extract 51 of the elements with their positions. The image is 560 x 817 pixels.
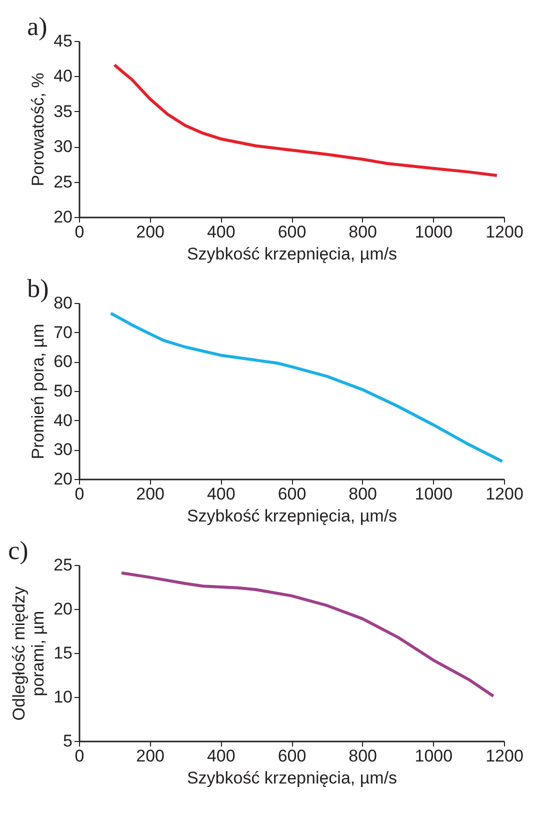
x-tick-label: 400 [206, 222, 236, 242]
x-tick-label: 0 [74, 222, 84, 242]
y-axis-title: Promień pora, µm [28, 324, 48, 460]
x-tick-label: 0 [74, 746, 84, 766]
x-tick-label: 600 [278, 484, 306, 504]
x-tick-label: 800 [348, 222, 378, 242]
y-tick-label: 5 [63, 732, 72, 750]
x-tick-label: 600 [278, 222, 306, 242]
y-tick-label: 50 [54, 382, 72, 400]
x-tick-label: 200 [136, 746, 165, 766]
line-series [109, 312, 504, 463]
x-tick-label: 1200 [486, 746, 524, 766]
y-tick-label: 35 [54, 102, 72, 121]
x-tick-label: 800 [348, 746, 378, 766]
y-tick-label: 70 [54, 322, 72, 342]
x-tick-label: 400 [206, 746, 236, 766]
y-tick-label: 40 [54, 410, 72, 430]
x-tick-label: 1200 [486, 222, 524, 242]
x-tick-label: 800 [348, 484, 378, 504]
x-tick-label: 600 [278, 746, 306, 766]
y-tick-label: 60 [54, 352, 72, 372]
x-tick-label: 200 [136, 222, 165, 242]
x-tick-label: 1000 [414, 484, 453, 504]
line-series [120, 571, 495, 698]
y-tick-label: 80 [54, 294, 72, 312]
line-series [112, 63, 498, 177]
y-tick-label: 20 [54, 600, 72, 618]
y-tick-label: 25 [54, 556, 72, 574]
y-axis-title: Odległość między porami, µm [10, 586, 48, 721]
x-tick-label: 1000 [414, 222, 453, 242]
x-axis-title: Szybkość krzepnięcia, µm/s [186, 244, 398, 264]
y-tick-label: 30 [54, 440, 72, 460]
y-tick-label: 25 [54, 172, 72, 192]
y-tick-label: 10 [54, 688, 72, 706]
x-tick-label: 0 [74, 484, 84, 504]
y-axis-title: Porowatość, % [28, 72, 48, 186]
y-tick-label: 20 [54, 470, 72, 488]
y-tick-label: 40 [54, 66, 72, 86]
x-axis-title: Szybkość krzepnięcia, µm/s [186, 768, 398, 788]
chart-title: a) [27, 12, 48, 41]
y-tick-label: 30 [54, 137, 72, 156]
y-tick-label: 20 [54, 208, 72, 226]
x-tick-label: 1200 [486, 484, 524, 504]
chart-title: b) [27, 274, 49, 303]
x-tick-label: 400 [206, 484, 236, 504]
y-tick-label: 15 [54, 644, 72, 662]
x-axis-title: Szybkość krzepnięcia, µm/s [186, 506, 398, 526]
x-tick-label: 200 [136, 484, 165, 504]
y-tick-label: 45 [54, 32, 72, 50]
x-tick-label: 1000 [414, 746, 453, 766]
chart-title: c) [8, 536, 28, 565]
